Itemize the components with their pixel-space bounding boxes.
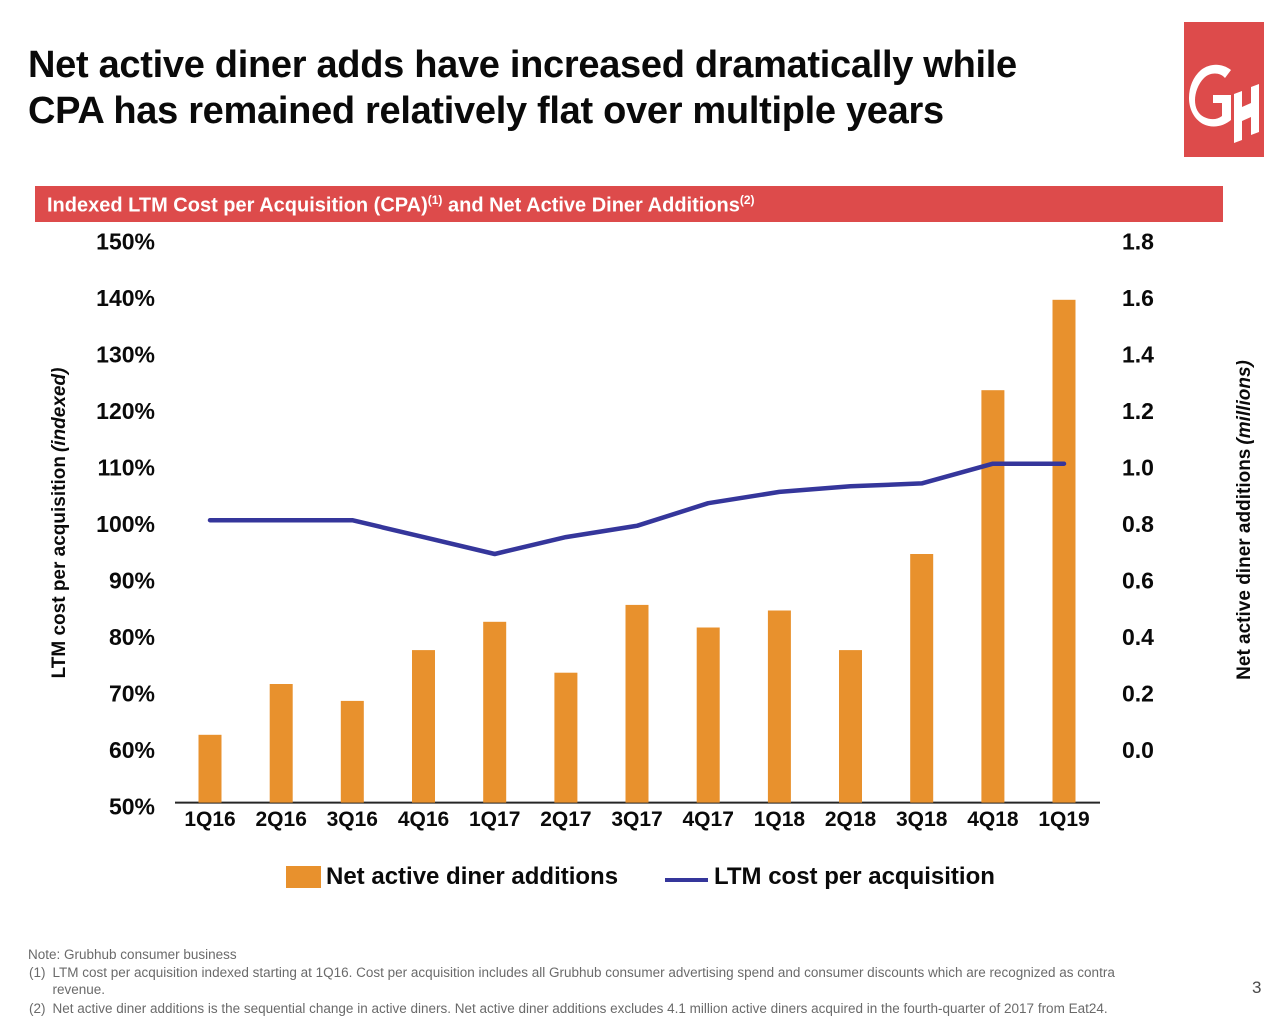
svg-text:70%: 70%	[109, 681, 155, 707]
svg-text:1.4: 1.4	[1122, 342, 1154, 368]
svg-text:0.4: 0.4	[1122, 624, 1154, 650]
svg-text:110%: 110%	[97, 455, 155, 481]
svg-text:1.6: 1.6	[1122, 285, 1154, 311]
svg-text:1.8: 1.8	[1122, 230, 1154, 255]
svg-text:60%: 60%	[109, 737, 155, 763]
svg-text:90%: 90%	[109, 568, 155, 594]
svg-text:0.6: 0.6	[1122, 568, 1154, 594]
svg-text:100%: 100%	[96, 511, 155, 537]
svg-text:150%: 150%	[96, 230, 155, 255]
svg-text:120%: 120%	[96, 398, 155, 424]
svg-text:140%: 140%	[96, 285, 155, 311]
svg-text:1.2: 1.2	[1122, 398, 1154, 424]
svg-text:0.8: 0.8	[1122, 511, 1154, 537]
svg-text:0.0: 0.0	[1122, 737, 1154, 763]
svg-text:1.0: 1.0	[1122, 455, 1154, 481]
svg-text:0.2: 0.2	[1122, 681, 1154, 707]
svg-text:130%: 130%	[96, 342, 155, 368]
svg-text:80%: 80%	[109, 624, 155, 650]
